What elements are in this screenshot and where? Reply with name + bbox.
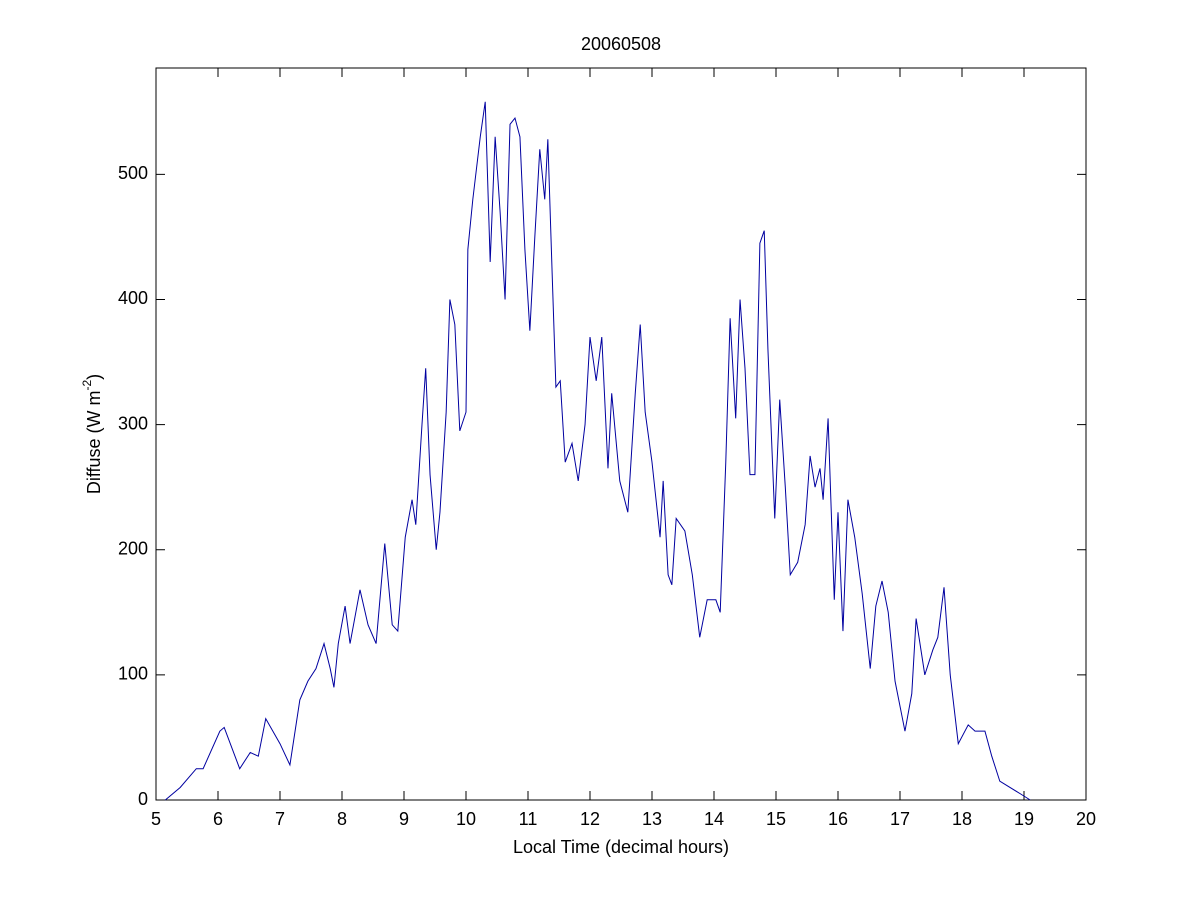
x-tick-label: 12 — [580, 809, 600, 829]
plot-area — [155, 67, 1087, 801]
y-tick-label: 300 — [118, 413, 148, 433]
x-tick-label: 9 — [399, 809, 409, 829]
y-tick-label: 400 — [118, 288, 148, 308]
x-tick-label: 11 — [519, 809, 538, 829]
y-label-text: Diffuse (W m — [84, 390, 104, 494]
x-tick-label: 10 — [456, 809, 476, 829]
y-label-sup: -2 — [80, 379, 94, 390]
x-tick-label: 20 — [1076, 809, 1096, 829]
x-tick-label: 8 — [337, 809, 347, 829]
data-line — [164, 101, 1031, 801]
y-tick-label: 0 — [138, 789, 148, 809]
x-tick-label: 6 — [213, 809, 223, 829]
x-axis-label: Local Time (decimal hours) — [513, 837, 729, 857]
y-label-end: ) — [84, 374, 104, 380]
y-tick-label: 100 — [118, 664, 148, 684]
x-tick-label: 17 — [890, 809, 910, 829]
y-tick-label: 200 — [118, 538, 148, 558]
x-tick-label: 7 — [275, 809, 285, 829]
x-tick-label: 5 — [151, 809, 161, 829]
x-tick-label: 15 — [766, 809, 786, 829]
y-tick-label: 500 — [118, 163, 148, 183]
x-tick-label: 16 — [828, 809, 848, 829]
chart-title: 20060508 — [581, 34, 661, 54]
x-tick-label: 13 — [642, 809, 662, 829]
x-tick-label: 18 — [952, 809, 972, 829]
x-tick-label: 19 — [1014, 809, 1034, 829]
y-axis-label: Diffuse (W m-2) — [80, 374, 104, 494]
x-tick-label: 14 — [704, 809, 724, 829]
